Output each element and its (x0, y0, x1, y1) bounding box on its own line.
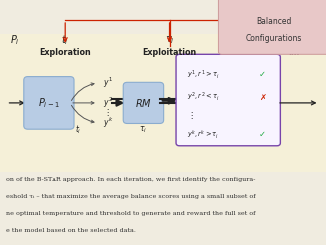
Text: Exploration: Exploration (39, 48, 91, 57)
Text: Configurations: Configurations (246, 34, 302, 43)
Text: $\vdots$: $\vdots$ (103, 107, 109, 118)
Text: $RM$: $RM$ (135, 97, 152, 109)
FancyArrowPatch shape (71, 83, 94, 100)
Text: ✓: ✓ (259, 70, 266, 79)
Text: $y^2, r^2 < \tau_i$: $y^2, r^2 < \tau_i$ (187, 91, 220, 103)
Text: $P_i$: $P_i$ (10, 33, 20, 47)
FancyBboxPatch shape (123, 82, 164, 123)
Text: Balanced: Balanced (256, 17, 291, 26)
Text: ✓: ✓ (259, 130, 266, 139)
Text: $y^1$: $y^1$ (103, 76, 113, 90)
FancyBboxPatch shape (218, 0, 326, 54)
Text: $y^k, r^k > \tau_i$: $y^k, r^k > \tau_i$ (187, 128, 220, 141)
Text: $y^k$: $y^k$ (103, 116, 113, 130)
Text: Im: Im (288, 48, 299, 57)
Text: $y^2$: $y^2$ (103, 96, 113, 110)
FancyBboxPatch shape (0, 34, 326, 172)
Text: $t_i$: $t_i$ (61, 33, 69, 47)
Text: Exploitation: Exploitation (142, 48, 197, 57)
Text: $\vdots$: $\vdots$ (187, 110, 194, 121)
Text: $P_{i-1}$: $P_{i-1}$ (38, 96, 60, 110)
Text: $\tau_i$: $\tau_i$ (140, 125, 147, 135)
Text: $t_i$: $t_i$ (75, 124, 82, 136)
Text: eshold τᵢ – that maximize the average balance scores using a small subset of: eshold τᵢ – that maximize the average ba… (6, 194, 256, 199)
Text: ne optimal temperature and threshold to generate and reward the full set of: ne optimal temperature and threshold to … (6, 211, 255, 216)
Text: ✗: ✗ (259, 93, 266, 102)
FancyArrowPatch shape (71, 105, 94, 123)
FancyBboxPatch shape (176, 54, 280, 146)
Text: $y^1, r^1 > \tau_i$: $y^1, r^1 > \tau_i$ (187, 68, 220, 81)
FancyBboxPatch shape (24, 77, 74, 129)
FancyArrowPatch shape (73, 101, 94, 104)
Text: $\tau_i$: $\tau_i$ (165, 34, 174, 46)
Text: e the model based on the selected data.: e the model based on the selected data. (6, 228, 136, 233)
Text: on of the B-STᴀR approach. In each iteration, we first identify the configura-: on of the B-STᴀR approach. In each itera… (6, 177, 255, 182)
